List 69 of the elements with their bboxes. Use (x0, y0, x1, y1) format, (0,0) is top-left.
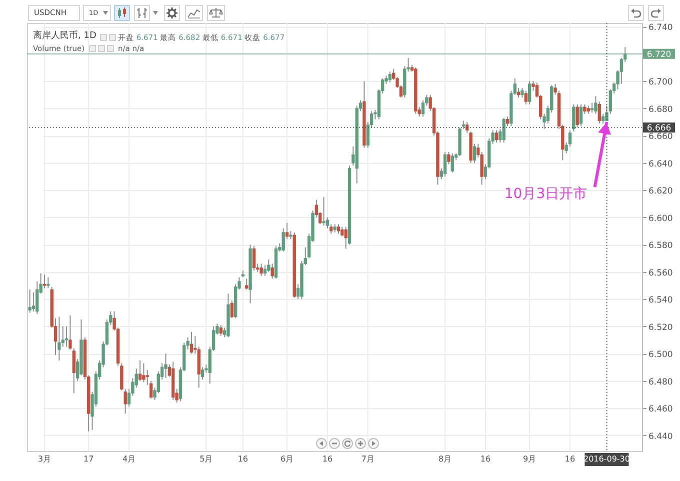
y-tick-label: 6.600 (648, 214, 673, 224)
candlestick (576, 104, 579, 128)
x-tick-label: 16 (322, 454, 333, 464)
candlestick (42, 274, 46, 289)
candlestick (528, 80, 532, 105)
candlestick (601, 113, 605, 124)
x-tick-label: 16 (480, 454, 491, 464)
candlestick (28, 289, 32, 314)
candlestick (590, 102, 594, 113)
y-tick-label: 6.640 (648, 159, 673, 170)
y-tick-label: 6.680 (648, 104, 673, 115)
x-tick-label: 7月 (361, 454, 374, 464)
candlestick (190, 331, 194, 354)
candlestick (583, 104, 586, 114)
y-tick-label: 6.480 (648, 377, 673, 388)
candlestick (219, 324, 222, 336)
candlestick (344, 226, 348, 250)
candlestick (36, 280, 39, 315)
candlestick (472, 143, 476, 164)
y-tick-label: 6.500 (648, 350, 673, 360)
candlestick (388, 71, 392, 84)
candlestick (58, 316, 61, 361)
x-tick-label: 8月 (438, 454, 452, 464)
y-tick-label: 6.440 (648, 432, 673, 442)
y-tick-label: 6.580 (648, 241, 673, 252)
x-tick-label: 17 (83, 454, 94, 464)
candlestick (138, 360, 142, 382)
candlestick (506, 116, 510, 127)
candlestick (494, 130, 498, 143)
candlestick (322, 196, 326, 226)
x-tick-label: 9月 (523, 454, 536, 464)
y-tick-label: 6.700 (648, 78, 673, 88)
candlestick (260, 263, 263, 276)
candlestick (230, 300, 234, 319)
candlestick (450, 152, 454, 173)
candlestick (252, 245, 256, 272)
candlestick (502, 117, 506, 143)
candlestick (336, 224, 340, 234)
x-tick-label: 2016-09-30 (583, 454, 630, 464)
candlestick (270, 263, 274, 280)
candlestick (32, 292, 36, 312)
annotation: 10月3日开市 (504, 186, 588, 202)
x-tick-label: 16 (564, 454, 576, 464)
text: 离岸人民币, 1D (33, 31, 96, 42)
x-tick-label: 3月 (38, 454, 52, 464)
x-tick-label: 5月 (200, 454, 213, 464)
y-tick-label: 6.740 (648, 23, 673, 34)
candlestick (340, 226, 344, 237)
candlestick (443, 152, 447, 178)
candlestick (46, 276, 50, 289)
ref-line-label: 6.720 (646, 50, 672, 60)
candlestick (524, 90, 528, 105)
y-tick-label: 6.660 (648, 132, 673, 142)
y-tick-label: 6.620 (648, 186, 673, 197)
candlestick (164, 353, 168, 379)
candlestick (142, 362, 146, 383)
candlestick (572, 104, 576, 132)
candlestick (245, 278, 248, 290)
y-tick-label: 6.560 (648, 268, 673, 278)
candlestick (579, 104, 583, 127)
x-tick-label: 4月 (122, 454, 136, 464)
x-tick-label: 6月 (280, 454, 294, 464)
candlestick (598, 101, 601, 124)
y-tick-label: 6.540 (648, 296, 673, 306)
candlestick (285, 222, 289, 240)
y-tick-label: 6.460 (648, 404, 673, 415)
x-tick-label: 16 (238, 454, 248, 464)
ref-line-label: 6.666 (646, 123, 672, 134)
y-tick-label: 6.520 (648, 322, 673, 333)
